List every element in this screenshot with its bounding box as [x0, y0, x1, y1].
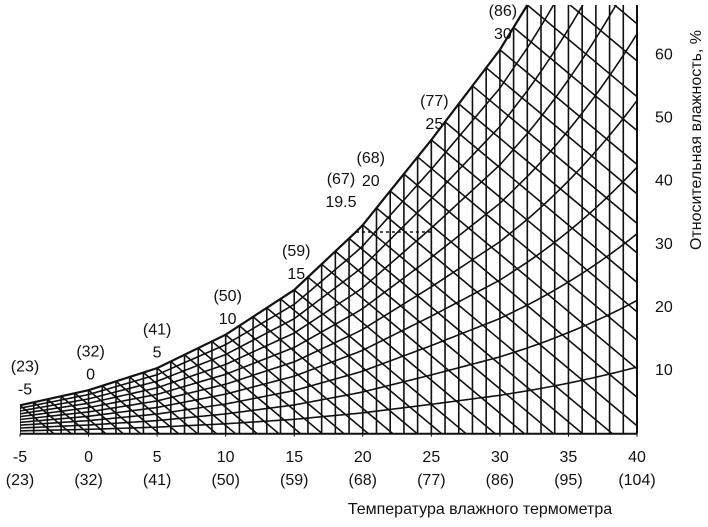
chart-mesh [20, 5, 637, 434]
saturation-label-c: 19.5 [325, 194, 356, 211]
x-tick-label-f: (59) [280, 472, 308, 489]
saturation-label-c: 0 [86, 366, 95, 383]
y-tick-label: 50 [655, 110, 673, 127]
saturation-curve [19, 4, 529, 407]
wet-bulb-line [307, 276, 496, 434]
y-tick-label: 20 [655, 299, 673, 316]
rh-curve [20, 5, 637, 415]
x-tick-label: 10 [217, 449, 235, 466]
wet-bulb-line [526, 5, 637, 434]
wet-bulb-line [444, 121, 637, 434]
wet-bulb-line [225, 334, 345, 434]
saturation-label-f: (59) [282, 243, 310, 260]
wet-bulb-line [197, 347, 302, 434]
wet-bulb-line [293, 289, 467, 434]
x-axis-label: Температура влажного термометра [348, 501, 612, 518]
wet-bulb-line [540, 5, 637, 434]
wet-bulb-line [321, 263, 525, 434]
saturation-label-c: 30 [494, 26, 512, 43]
saturation-label-f: (41) [143, 321, 171, 338]
saturation-label-c: 10 [219, 311, 237, 328]
wet-bulb-line [458, 103, 637, 434]
wet-bulb-line [513, 26, 637, 434]
y-tick-label: 10 [655, 362, 673, 379]
y-tick-label: 60 [655, 47, 673, 64]
wet-bulb-line [33, 401, 72, 434]
x-tick-label-f: (23) [6, 472, 34, 489]
rh-curve [20, 5, 637, 409]
x-tick-label: 20 [354, 449, 372, 466]
wet-bulb-line [375, 207, 637, 434]
saturation-label-c: 25 [425, 116, 443, 133]
wet-bulb-line [20, 404, 55, 434]
y-tick-label: 40 [655, 173, 673, 190]
x-tick-label-f: (77) [417, 472, 445, 489]
wet-bulb-line [252, 316, 394, 434]
wet-bulb-line [115, 380, 180, 434]
saturation-label-f: (23) [11, 359, 39, 376]
saturation-label-f: (68) [357, 150, 385, 167]
wet-bulb-line [142, 371, 218, 434]
x-tick-label-f: (68) [349, 472, 377, 489]
saturation-label-f: (67) [327, 171, 355, 188]
wet-bulb-line [430, 139, 637, 434]
rh-curve [20, 166, 637, 424]
wet-bulb-line [485, 67, 637, 434]
wet-bulb-line [238, 325, 369, 434]
rh-curve [20, 366, 637, 432]
rh-curve [20, 33, 637, 418]
x-tick-label: -5 [13, 449, 27, 466]
x-tick-label-f: (95) [554, 472, 582, 489]
x-tick-label: 30 [491, 449, 509, 466]
rh-curve [20, 299, 637, 429]
rh-curve [20, 100, 637, 421]
y-tick-label: 30 [655, 236, 673, 253]
saturation-label-c: 20 [362, 173, 380, 190]
rh-curve [20, 233, 637, 426]
x-tick-label: 40 [628, 449, 646, 466]
x-tick-label: 0 [84, 449, 93, 466]
x-tick-label: 15 [285, 449, 303, 466]
saturation-label-f: (50) [213, 288, 241, 305]
plot-fill [20, 5, 637, 434]
wet-bulb-line [101, 385, 161, 434]
wet-bulb-line [88, 389, 142, 434]
x-tick-label: 35 [560, 449, 578, 466]
wet-bulb-line [60, 395, 107, 434]
x-tick-label: 25 [422, 449, 440, 466]
wet-bulb-line [184, 354, 280, 434]
wet-bulb-line [471, 85, 637, 434]
wet-bulb-line [46, 398, 90, 434]
x-tick-label-f: (50) [211, 472, 239, 489]
x-tick-label-f: (32) [74, 472, 102, 489]
saturation-label-c: 15 [287, 266, 305, 283]
y-axis-label: Относительная влажность, % [688, 30, 705, 250]
wet-bulb-line [567, 5, 637, 434]
x-tick-label-f: (104) [618, 472, 655, 489]
x-tick-label-f: (41) [143, 472, 171, 489]
wet-bulb-line [156, 367, 237, 434]
x-tick-label-f: (86) [486, 472, 514, 489]
saturation-label-f: (77) [420, 93, 448, 110]
saturation-label-c: -5 [18, 382, 32, 399]
wet-bulb-line [499, 49, 637, 434]
x-tick-label: 5 [153, 449, 162, 466]
rh-curve [20, 5, 637, 412]
saturation-label-c: 5 [153, 344, 162, 361]
wet-bulb-line [348, 237, 584, 434]
saturation-label-f: (32) [76, 343, 104, 360]
saturation-label-f: (86) [489, 3, 517, 20]
wet-bulb-line [389, 190, 637, 434]
wet-bulb-line [403, 173, 637, 434]
wet-bulb-line [266, 307, 418, 434]
guide-dash [355, 231, 433, 434]
wet-bulb-line [129, 376, 199, 434]
